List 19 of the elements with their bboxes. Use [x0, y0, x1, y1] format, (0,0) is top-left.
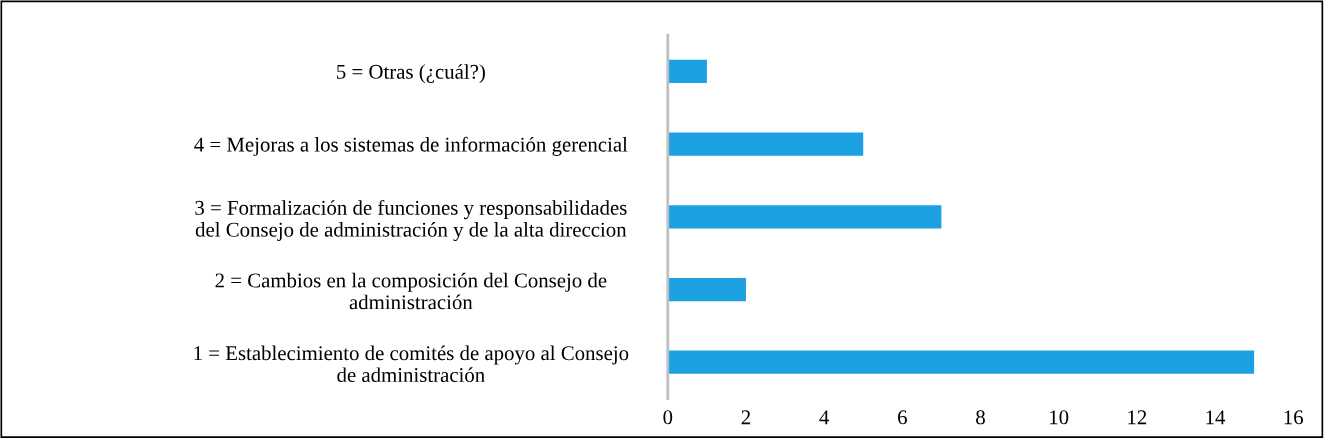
x-tick-label: 14: [1206, 410, 1226, 425]
bar: [667, 350, 1255, 374]
x-tick-label: 0: [663, 410, 673, 425]
y-tick-label: 4 = Mejoras a los sistemas de información gerencial: [194, 136, 628, 156]
bar: [667, 59, 707, 84]
x-tick-label: 8: [976, 410, 985, 425]
x-tick-label: 10: [1050, 410, 1069, 425]
x-tick-label: 12: [1128, 410, 1147, 425]
x-tick-label: 6: [898, 410, 907, 425]
bar: [667, 132, 864, 156]
bar: [667, 205, 942, 229]
bar: [667, 277, 746, 302]
x-tick-label: 2: [741, 410, 751, 425]
y-tick-label: 1 = Establecimiento de comités de apoyo al Consejo de administración: [194, 345, 629, 383]
x-tick-label: 4: [819, 410, 830, 425]
y-tick-label: 5 = Otras (¿cuál?): [337, 64, 485, 84]
y-tick-label: 3 = Formalización de funciones y responsabilidades del Consejo de administración y de la alta direccion: [195, 199, 627, 242]
x-tick-label: 16: [1284, 410, 1303, 425]
y-tick-label: 2 = Cambios en la composición del Consejo de administración: [215, 272, 607, 310]
